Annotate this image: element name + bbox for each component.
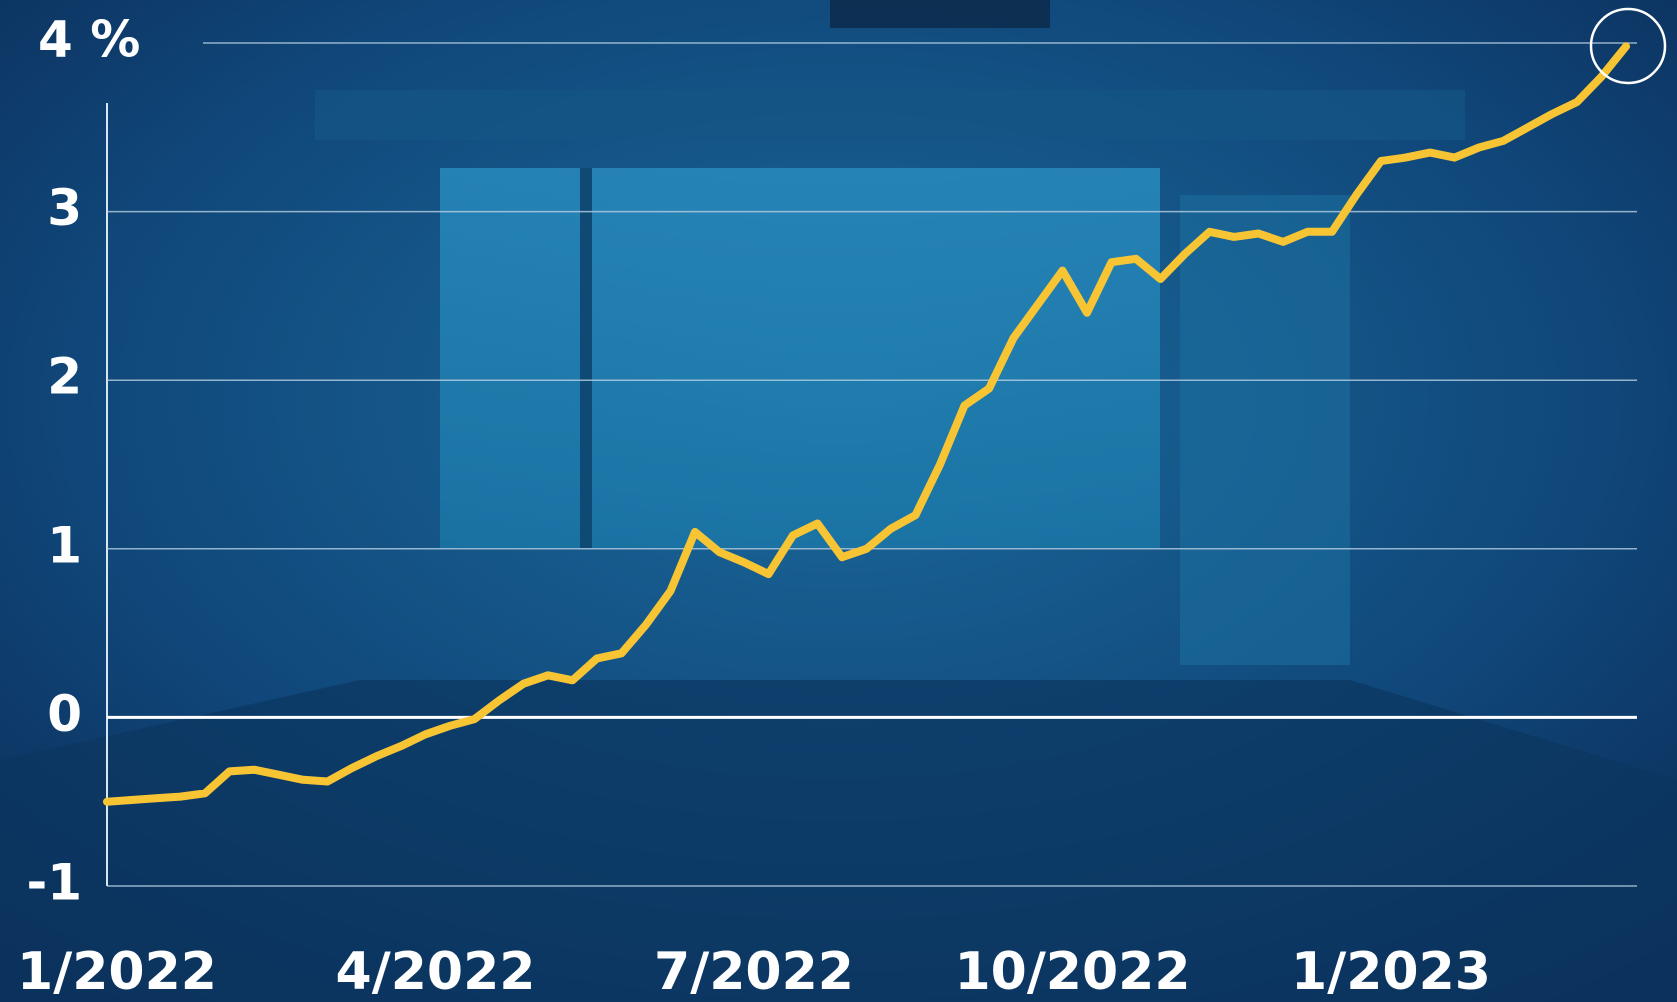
window bbox=[440, 168, 1160, 548]
plot bbox=[103, 42, 1630, 806]
y-tick-label: 4 % bbox=[38, 11, 140, 69]
y-tick-label: 0 bbox=[47, 685, 82, 743]
data-line bbox=[103, 42, 1630, 806]
y-tick-label: 2 bbox=[47, 348, 82, 406]
x-tick-label: 1/2023 bbox=[1291, 942, 1491, 1002]
x-tick-label: 4/2022 bbox=[336, 942, 536, 1002]
window-frame bbox=[580, 168, 592, 548]
ceiling-beam bbox=[315, 90, 1465, 140]
floor bbox=[0, 680, 1677, 1002]
door bbox=[1180, 195, 1350, 665]
x-tick-label: 7/2022 bbox=[654, 942, 854, 1002]
ceiling-lamp bbox=[830, 0, 1050, 28]
y-tick-label: -1 bbox=[26, 854, 82, 912]
x-tick-label: 10/2022 bbox=[954, 942, 1190, 1002]
labels: -1 0 1 2 3 4 % 1/2022 4/2022 7/2022 10/2022 1/2023 bbox=[17, 11, 1491, 1002]
grid bbox=[107, 42, 1637, 887]
x-tick-label: 1/2022 bbox=[17, 942, 217, 1002]
y-tick-label: 1 bbox=[47, 516, 82, 574]
highlight-circle bbox=[1589, 7, 1667, 85]
y-tick-label: 3 bbox=[47, 179, 82, 237]
